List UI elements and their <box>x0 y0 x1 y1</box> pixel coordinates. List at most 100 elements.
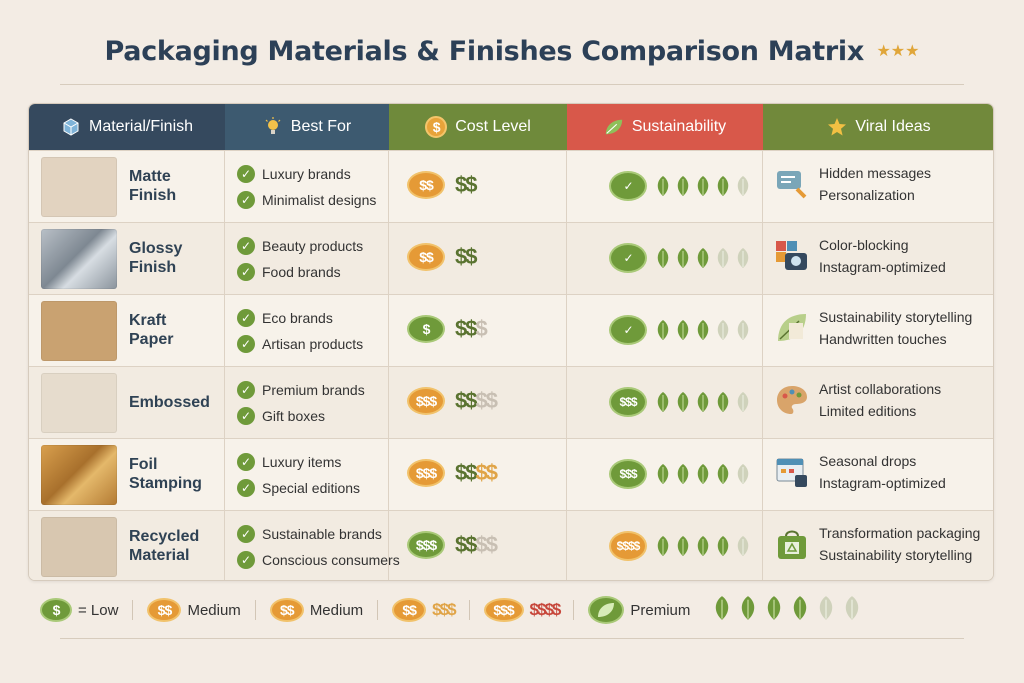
material-swatch <box>41 445 117 505</box>
viral-idea: Instagram-optimized <box>819 259 946 275</box>
sustainability-badge-icon: ✓ <box>609 243 647 273</box>
best-for-label: Eco brands <box>262 310 333 326</box>
header-material[interactable]: Material/Finish <box>29 104 225 150</box>
best-for-label: Luxury items <box>262 454 342 470</box>
sustainability-leaves <box>655 319 751 341</box>
cost-cell: $$$ $$$$ <box>389 439 567 510</box>
legend-leaf-icon <box>816 595 836 625</box>
best-for-cell: ✓ Luxury brands ✓ Minimalist designs <box>225 151 389 222</box>
cost-dollar-mark: $ <box>465 388 477 413</box>
table-row: Recycled Material ✓ Sustainable brands ✓ Con… <box>29 510 993 580</box>
best-for-label: Special editions <box>262 480 361 496</box>
material-name: Recycled Material <box>129 528 200 564</box>
viral-idea: Hidden messages <box>819 165 932 181</box>
sustainability-leaves <box>655 535 751 557</box>
legend-separator <box>132 600 134 620</box>
viral-cell: Artist collaborations Limited editions <box>763 367 993 438</box>
legend-high: $$ $$$ <box>392 598 457 622</box>
material-name: Matte Finish <box>129 168 177 204</box>
cost-coin-icon: $$$ <box>407 387 445 415</box>
viral-cell: Seasonal drops Instagram-optimized <box>763 439 993 510</box>
cost-cell: $$$ $$$$ <box>389 511 567 580</box>
viral-idea: Handwritten touches <box>819 331 947 347</box>
viral-idea: Artist collaborations <box>819 381 942 397</box>
material-name: Foil Stamping <box>129 456 202 492</box>
star-icon <box>827 117 847 137</box>
best-for-label: Minimalist designs <box>262 192 377 208</box>
viral-idea: Personalization <box>819 187 915 203</box>
material-name: Kraft Paper <box>129 312 174 348</box>
best-for-item: ✓ Premium brands <box>237 381 365 399</box>
sustainability-badge-icon: ✓ <box>609 171 647 201</box>
leaf-paper-icon <box>775 311 809 345</box>
check-icon: ✓ <box>237 407 255 425</box>
material-cell: Kraft Paper <box>29 295 225 366</box>
material-swatch <box>41 229 117 289</box>
best-for-item: ✓ Beauty products <box>237 237 363 255</box>
header-sustainability-label: Sustainability <box>631 118 727 135</box>
best-for-item: ✓ Special editions <box>237 479 360 497</box>
legend-medium-2: $$ Medium <box>269 598 364 622</box>
sustainability-leaves <box>655 247 751 269</box>
calendar-icon <box>775 455 809 489</box>
viral-idea: Limited editions <box>819 403 917 419</box>
header-cost[interactable]: $ Cost Level <box>389 104 567 150</box>
viral-idea: Instagram-optimized <box>819 475 946 491</box>
sustainability-badge-icon: $$$ <box>609 387 647 417</box>
best-for-list: ✓ Eco brands ✓ Artisan products <box>237 309 363 353</box>
legend-low-label: = Low <box>78 601 119 619</box>
check-icon: ✓ <box>237 453 255 471</box>
sustainability-cell: $$$$ <box>567 511 763 580</box>
dollar-coin-icon: $ <box>425 116 448 138</box>
best-for-label: Beauty products <box>262 238 364 254</box>
cost-cell: $$ $$ <box>389 223 567 294</box>
viral-idea: Sustainability storytelling <box>819 547 973 563</box>
viral-idea: Color-blocking <box>819 237 909 253</box>
material-swatch <box>41 373 117 433</box>
legend-leaf-icon <box>842 595 862 625</box>
best-for-cell: ✓ Premium brands ✓ Gift boxes <box>225 367 389 438</box>
sustainability-cell: ✓ <box>567 295 763 366</box>
lightbulb-icon <box>263 117 283 137</box>
check-icon: ✓ <box>237 381 255 399</box>
title-divider <box>60 84 964 85</box>
cost-coin-icon: $ <box>407 315 445 343</box>
table-row: Foil Stamping ✓ Luxury items ✓ Special editi… <box>29 438 993 510</box>
best-for-list: ✓ Beauty products ✓ Food brands <box>237 237 363 281</box>
cost-dollars: $$ <box>455 172 478 198</box>
comparison-table: Material/Finish Best For $ Cost Level Su… <box>28 103 994 581</box>
legend-premium-value: $$$$ <box>529 600 562 619</box>
legend-medium-label: Medium <box>309 601 364 619</box>
table-row: Kraft Paper ✓ Eco brands ✓ Artisan products … <box>29 294 993 366</box>
sustainability-badge-icon: $$$$ <box>609 531 647 561</box>
best-for-list: ✓ Sustainable brands ✓ Conscious consumers <box>237 525 400 569</box>
cost-coin-icon: $$$ <box>407 531 445 559</box>
chat-bubble-icon <box>775 167 809 201</box>
legend-medium-coin-icon: $$ <box>269 598 304 622</box>
table-row: Glossy Finish ✓ Beauty products ✓ Food brand… <box>29 222 993 294</box>
check-icon: ✓ <box>237 165 255 183</box>
material-cell: Foil Stamping <box>29 439 225 510</box>
best-for-item: ✓ Gift boxes <box>237 407 365 425</box>
cost-dollars: $$$$ <box>455 460 498 486</box>
material-cell: Recycled Material <box>29 511 225 580</box>
cost-dollar-mark: $ <box>465 172 477 197</box>
best-for-item: ✓ Food brands <box>237 263 363 281</box>
header-sustainability[interactable]: Sustainability <box>567 104 763 150</box>
best-for-label: Artisan products <box>262 336 364 352</box>
legend-medium-label: Medium <box>187 601 241 619</box>
header-best-for[interactable]: Best For <box>225 104 389 150</box>
sustainability-leaves <box>655 175 751 197</box>
legend-premium: Premium <box>588 596 690 624</box>
best-for-cell: ✓ Beauty products ✓ Food brands <box>225 223 389 294</box>
sustainability-cell: ✓ <box>567 223 763 294</box>
header-viral[interactable]: Viral Ideas <box>763 104 993 150</box>
viral-idea: Transformation packaging <box>819 525 981 541</box>
viral-cell: Color-blocking Instagram-optimized <box>763 223 993 294</box>
legend-medium-1: $$ Medium <box>147 598 241 622</box>
cost-dollar-mark: $ <box>465 532 477 557</box>
header-viral-label: Viral Ideas <box>855 118 931 135</box>
cost-dollar-mark: $ <box>465 460 477 485</box>
check-icon: ✓ <box>237 309 255 327</box>
best-for-item: ✓ Eco brands <box>237 309 363 327</box>
